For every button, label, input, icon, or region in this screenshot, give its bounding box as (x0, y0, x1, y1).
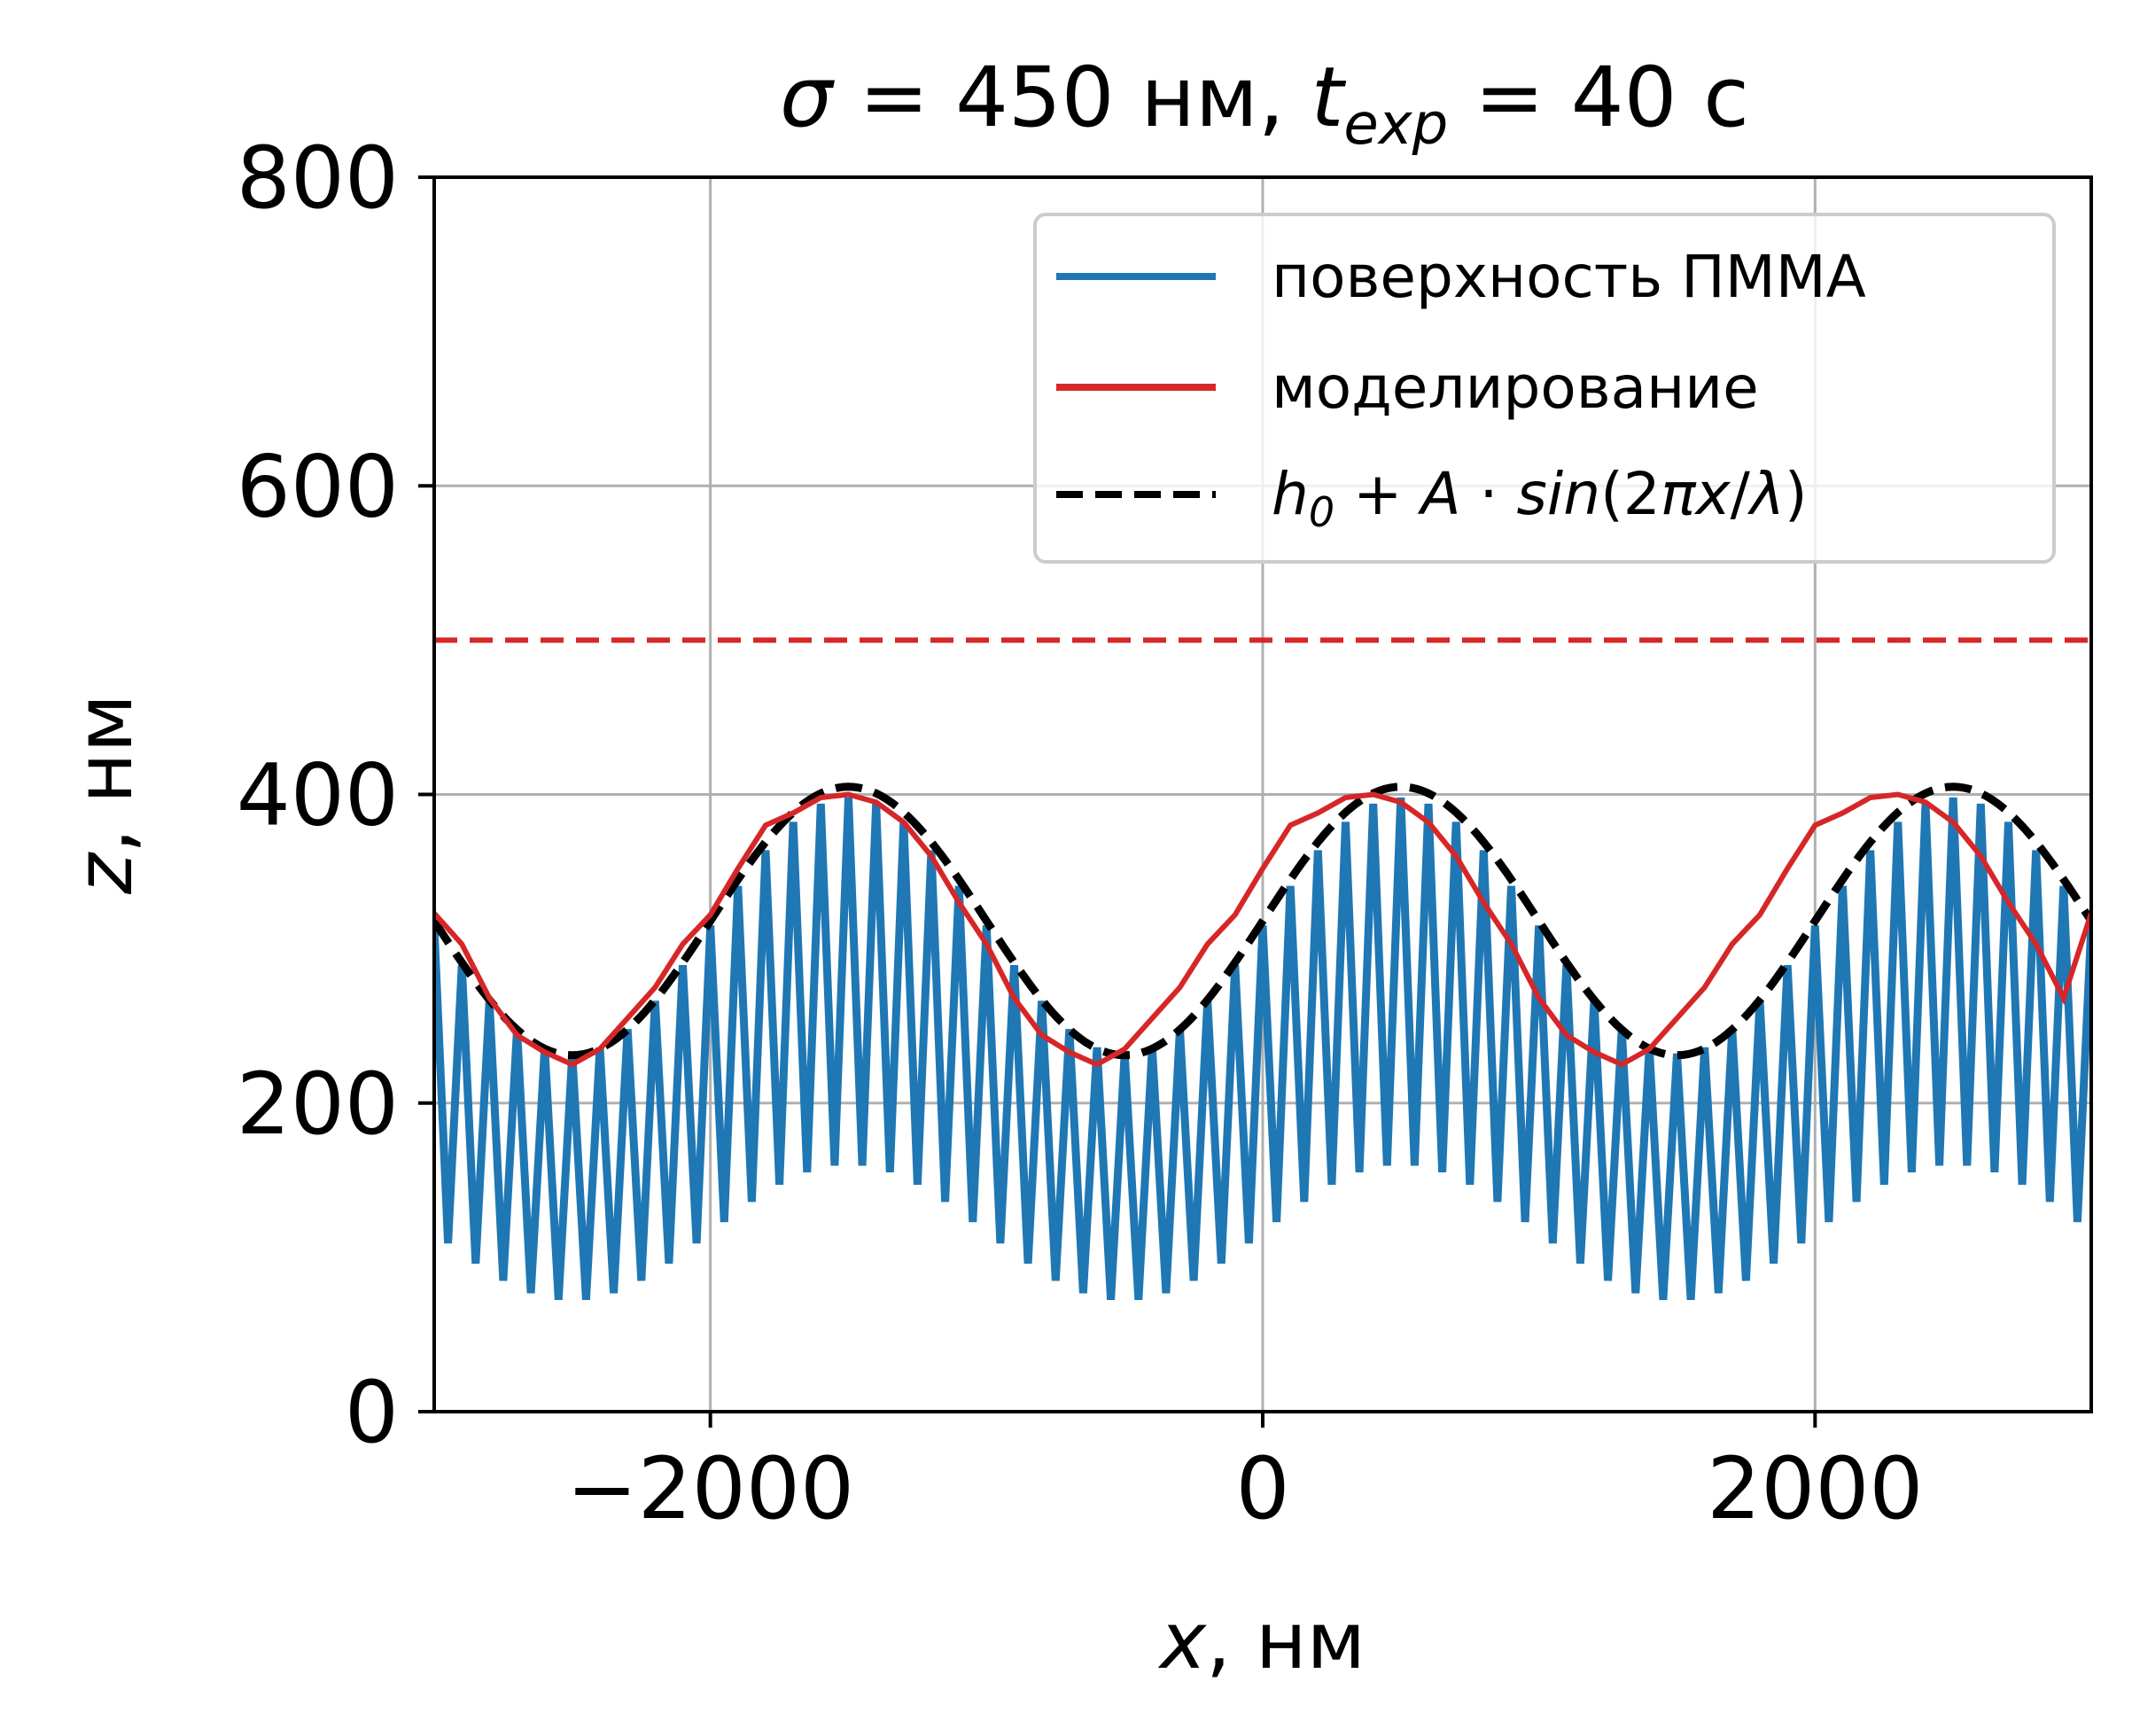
y-tick-label: 800 (237, 128, 399, 228)
legend-label-model: моделирование (1272, 354, 1759, 422)
x-axis-label: x, нм (1157, 1595, 1366, 1686)
series-sine-fit (434, 782, 2091, 1060)
chart-title: σ = 450 нм, texp = 40 с (780, 50, 1749, 158)
legend-label-fit: h0 + A · sin(2πx/λ) (1272, 460, 1808, 536)
y-axis-ticks: 0 200 400 600 800 (237, 128, 434, 1462)
legend: поверхность ПММА моделирование h0 + A · … (1033, 213, 2056, 564)
y-tick-label: 400 (237, 746, 399, 845)
y-tick-label: 200 (237, 1055, 399, 1154)
legend-label-pmma: поверхность ПММА (1272, 243, 1866, 311)
x-tick-label: 2000 (1707, 1439, 1923, 1538)
y-tick-label: 0 (345, 1363, 399, 1462)
x-axis-ticks: −2000 0 2000 (566, 1412, 1923, 1538)
y-tick-label: 600 (237, 437, 399, 536)
series-simulation (434, 791, 2091, 1068)
legend-box (1033, 213, 2056, 564)
y-axis-label: z, нм (58, 694, 150, 895)
series-layer (434, 782, 2091, 1300)
x-tick-label: −2000 (566, 1439, 854, 1538)
x-tick-label: 0 (1235, 1439, 1289, 1538)
